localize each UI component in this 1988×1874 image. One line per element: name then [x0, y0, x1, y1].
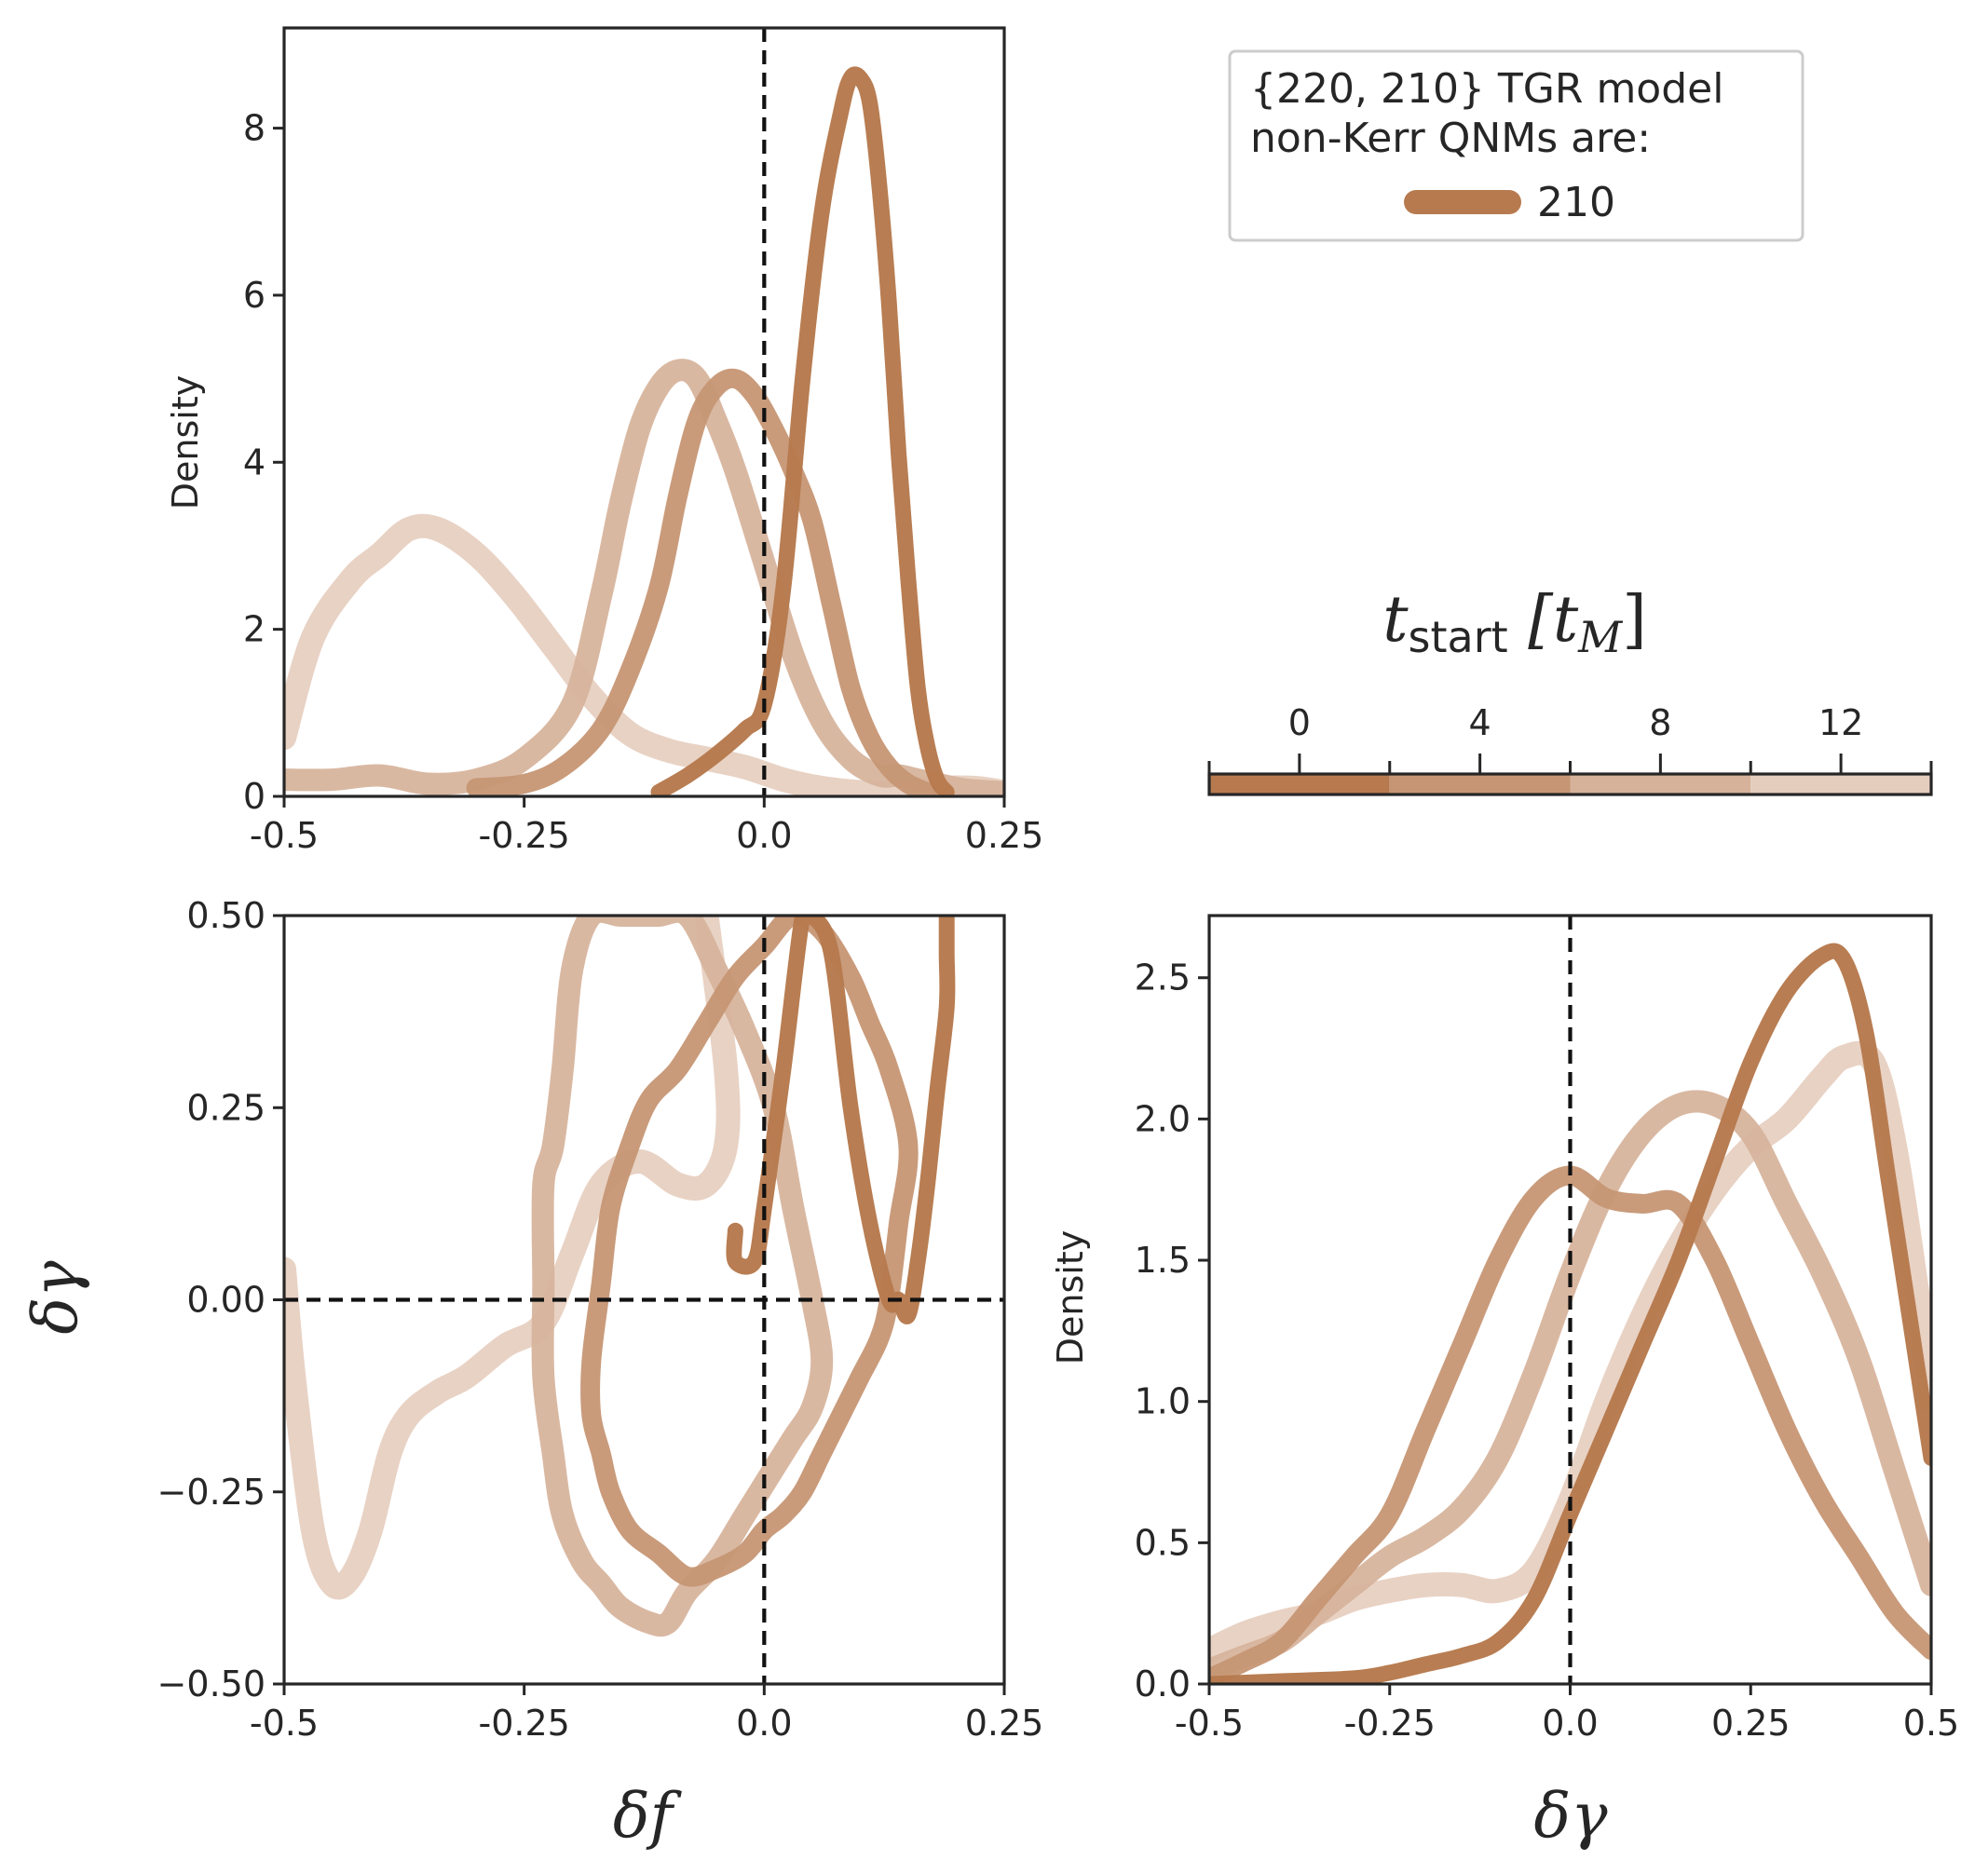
br-xtick-label: -0.25 [1344, 1703, 1436, 1744]
legend-box [1228, 49, 1804, 242]
bl-ytick-label: 0.00 [186, 1280, 266, 1321]
colorbar-tick-label: 0 [1288, 702, 1311, 743]
bottom-left-xlabel: δf [613, 1780, 683, 1852]
tl-ytick-label: 4 [243, 441, 266, 482]
top-left-panel: -0.5 -0.25 0.0 0.25 0 2 4 6 8 Density [165, 26, 1043, 856]
bl-series-tstart-0 [726, 916, 956, 1324]
br-ytick-label: 1.5 [1135, 1240, 1191, 1281]
br-series-tstart-0 [1209, 943, 1931, 1684]
colorbar-segment [1389, 774, 1571, 794]
legend-entry-label: 210 [1537, 179, 1615, 226]
top-left-ticks: -0.5 -0.25 0.0 0.25 0 2 4 6 8 [243, 108, 1043, 856]
bl-ytick-label: −0.25 [157, 1472, 266, 1513]
tl-series-tstart-0 [650, 66, 955, 796]
colorbar-segment [1570, 774, 1751, 794]
bottom-left-curves [284, 916, 956, 1637]
br-ytick-label: 1.0 [1135, 1381, 1191, 1422]
tl-xtick-label: 0.0 [736, 815, 792, 856]
bottom-right-ylabel: Density [1050, 1230, 1091, 1365]
legend: {220, 210} TGR model non-Kerr QNMs are: … [1228, 49, 1804, 242]
bl-xtick-label: 0.0 [736, 1703, 792, 1744]
colorbar-tick-label: 4 [1469, 702, 1491, 743]
colorbar-ticks: 0 4 8 12 [1207, 702, 1933, 774]
tl-ytick-label: 0 [243, 776, 266, 817]
colorbar-segments [1209, 774, 1931, 794]
legend-title-line2: non-Kerr QNMs are: [1250, 115, 1651, 162]
bottom-right-panel: -0.5 -0.25 0.0 0.25 0.5 0.0 0.5 1.0 1.5 2.0 2.5 De… [1050, 914, 1960, 1852]
bottom-left-ylabel: δγ [20, 1260, 91, 1335]
tl-series-tstart-12 [284, 513, 1004, 796]
br-xtick-label: -0.5 [1175, 1703, 1244, 1744]
br-ytick-label: 2.5 [1135, 957, 1191, 998]
bl-series-tstart-8 [531, 916, 834, 1637]
colorbar-tick-label: 12 [1818, 702, 1863, 743]
br-ytick-label: 2.0 [1135, 1098, 1191, 1139]
br-xtick-label: 0.5 [1903, 1703, 1959, 1744]
bl-xtick-label: -0.25 [479, 1703, 570, 1744]
top-left-axes-frame [282, 26, 1006, 798]
top-left-ylabel: Density [165, 375, 206, 509]
colorbar-segment [1750, 774, 1931, 794]
br-series-tstart-8 [1209, 1090, 1931, 1681]
tl-xtick-label: 0.25 [965, 815, 1044, 856]
bl-xtick-label: -0.5 [250, 1703, 319, 1744]
colorbar-tick-label: 8 [1649, 702, 1671, 743]
br-xtick-label: 0.0 [1542, 1703, 1598, 1744]
tl-ytick-label: 6 [243, 275, 266, 316]
bl-ytick-label: 0.25 [186, 1087, 266, 1128]
bl-series-tstart-12 [284, 916, 741, 1600]
legend-title-line1: {220, 210} TGR model [1250, 65, 1723, 113]
colorbar-segment [1209, 774, 1390, 794]
colorbar: tstart [tM] 0 4 8 12 [1207, 583, 1933, 796]
bottom-left-panel: -0.5 -0.25 0.0 0.25 0.50 0.25 0.00 −0.25 −0.50 δ… [20, 895, 1043, 1852]
bottom-right-curves [1209, 943, 1931, 1684]
tl-xtick-label: -0.25 [479, 815, 570, 856]
br-ytick-label: 0.0 [1135, 1664, 1191, 1704]
colorbar-label: tstart [tM] [1382, 583, 1647, 662]
bl-xtick-label: 0.25 [965, 1703, 1044, 1744]
tl-xtick-label: -0.5 [250, 815, 319, 856]
bl-ytick-label: −0.50 [157, 1664, 266, 1704]
tl-series-tstart-4 [466, 368, 937, 796]
bl-series-tstart-4 [580, 916, 919, 1587]
bottom-left-ticks: -0.5 -0.25 0.0 0.25 0.50 0.25 0.00 −0.25 −0.50 [157, 895, 1044, 1744]
br-xtick-label: 0.25 [1711, 1703, 1791, 1744]
bottom-right-xlabel: δγ [1533, 1780, 1608, 1852]
top-left-curves [284, 66, 1004, 796]
tl-ytick-label: 2 [243, 609, 266, 650]
bottom-right-ticks: -0.5 -0.25 0.0 0.25 0.5 0.0 0.5 1.0 1.5 2.0 2.5 [1135, 957, 1960, 1744]
bl-ytick-label: 0.50 [186, 895, 266, 936]
tl-ytick-label: 8 [243, 108, 266, 149]
br-ytick-label: 0.5 [1135, 1522, 1191, 1563]
